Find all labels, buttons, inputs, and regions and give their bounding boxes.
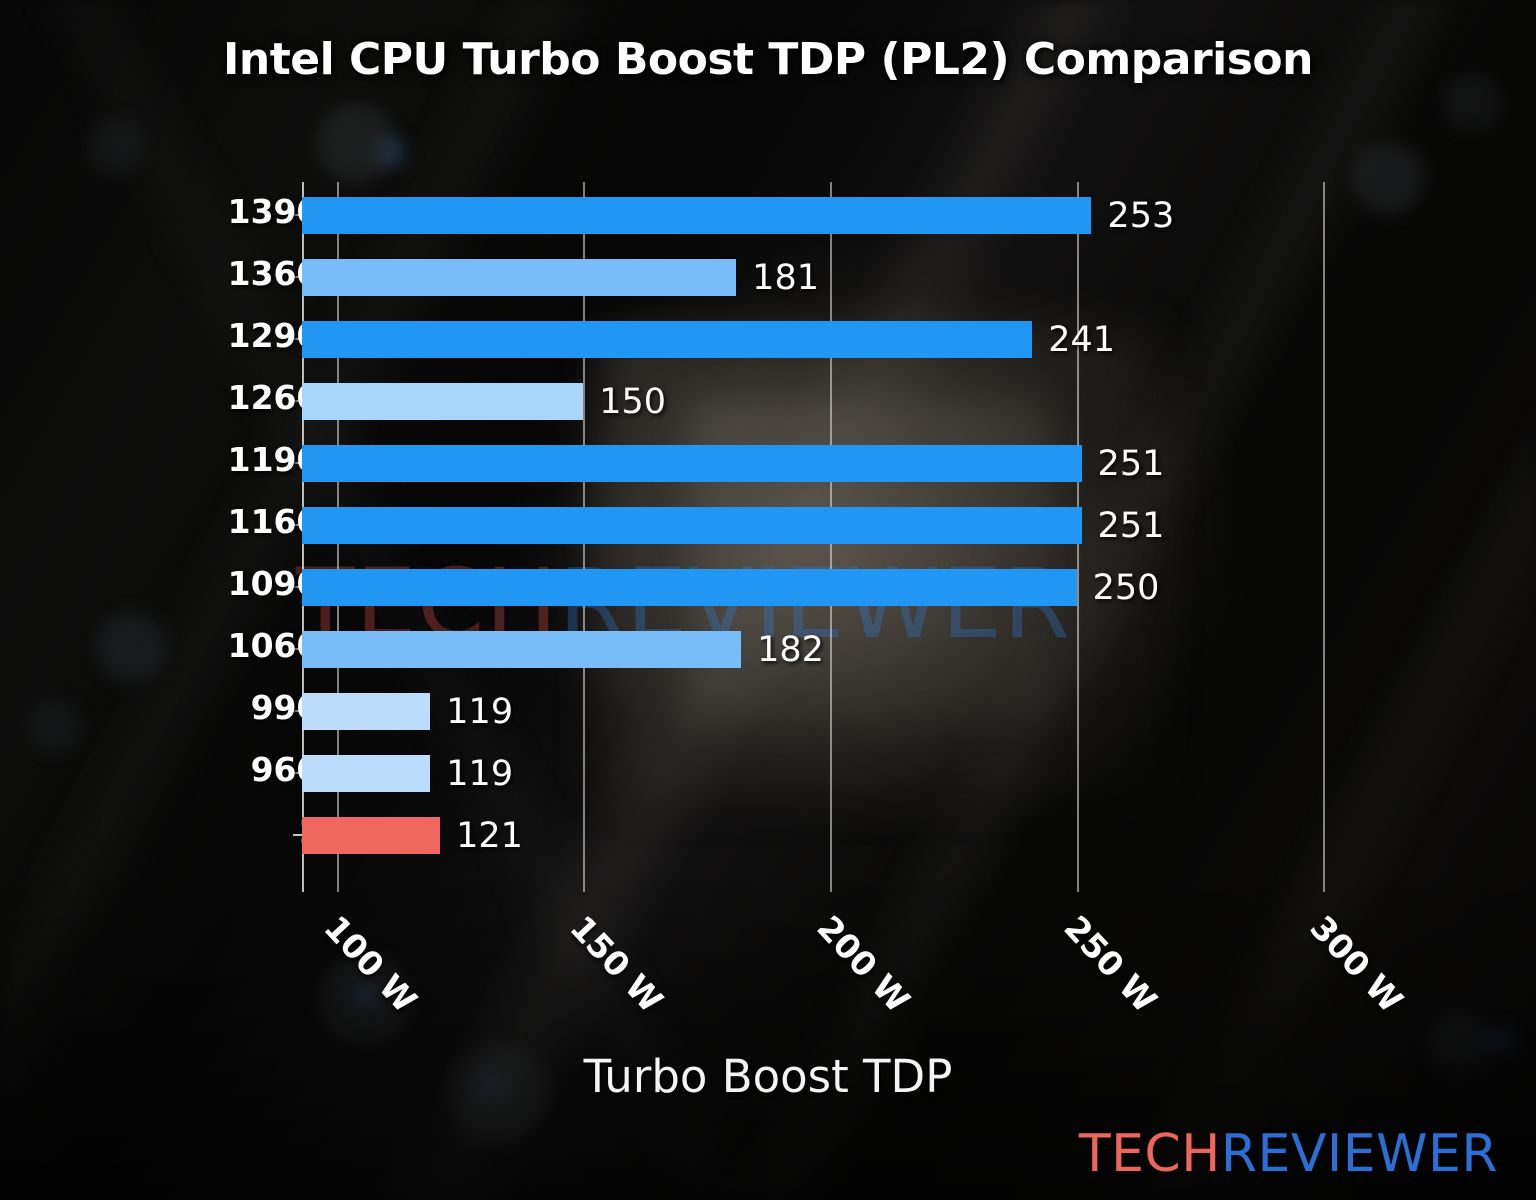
x-axis-tick-label: 300 W <box>1302 908 1411 1021</box>
bar <box>302 693 431 730</box>
y-axis-tickmark <box>293 400 302 402</box>
y-axis-tickmark <box>293 834 302 836</box>
x-axis-label: Turbo Boost TDP <box>583 1050 953 1103</box>
bar-value-label: 253 <box>1107 196 1175 236</box>
bar-value-label: 250 <box>1092 568 1160 608</box>
bokeh-light <box>88 118 144 174</box>
brand-logo: TECHREVIEWER <box>1079 1124 1498 1184</box>
y-axis-tickmark <box>293 710 302 712</box>
bar-row: 9900K119 <box>251 680 1502 742</box>
x-axis-tick-label: 250 W <box>1056 908 1165 1021</box>
y-axis-tickmark <box>293 214 302 216</box>
brand-logo-tech: TECH <box>1078 1124 1221 1184</box>
bar <box>302 507 1082 544</box>
y-axis-tickmark <box>293 648 302 650</box>
bar-row: 10600K 182 <box>228 618 1502 680</box>
brand-logo-reviewer: REVIEWER <box>1220 1124 1498 1184</box>
bar-value-label: 181 <box>752 258 819 298</box>
y-axis-tickmark <box>293 338 302 340</box>
bar <box>302 569 1077 606</box>
plot-area: 13900K 253 13600K 181 12900K 241 12600K 150 1190… <box>228 182 1422 892</box>
bar-row: 11900K 251 <box>228 432 1502 494</box>
y-axis-tickmark <box>293 524 302 526</box>
bar <box>302 445 1082 482</box>
bar-value-label: 251 <box>1097 444 1165 484</box>
bar <box>302 197 1092 234</box>
bar-value-label: 251 <box>1097 506 1165 546</box>
y-axis-tickmark <box>293 772 302 774</box>
bar-row: 13900K 253 <box>228 184 1502 246</box>
bar <box>302 631 742 668</box>
bar-row: 12600K 150 <box>228 370 1502 432</box>
bar <box>302 755 431 792</box>
page-title: Intel CPU Turbo Boost TDP (PL2) Comparis… <box>223 34 1313 85</box>
bar-value-label: 119 <box>446 754 514 794</box>
bokeh-accent <box>1490 1028 1514 1052</box>
bar-row: 12900K 241 <box>228 308 1502 370</box>
bar-row: 9600K119 <box>251 742 1502 804</box>
gridline <box>1323 182 1326 892</box>
y-axis-tickmark <box>293 276 302 278</box>
bar-row: 13600K 181 <box>228 246 1502 308</box>
y-axis-tickmark <box>293 586 302 588</box>
bar-row: 225121 <box>293 804 1502 866</box>
bar-value-label: 241 <box>1048 320 1116 360</box>
bar-row: 11600K 251 <box>228 494 1502 556</box>
bar-value-label: 150 <box>599 382 667 422</box>
x-axis-tick-label: 200 W <box>809 908 918 1021</box>
bar <box>302 259 737 296</box>
bar <box>302 321 1033 358</box>
bar-value-label: 119 <box>446 692 514 732</box>
bar-row: 10900K 250 <box>228 556 1502 618</box>
bar-value-label: 121 <box>456 816 523 856</box>
x-axis-tick-label: 150 W <box>562 908 671 1021</box>
bar <box>302 383 584 420</box>
bar <box>302 817 441 854</box>
bokeh-light <box>96 612 166 682</box>
bar-value-label: 182 <box>757 630 824 670</box>
bokeh-light <box>28 700 80 752</box>
y-axis-tickmark <box>293 462 302 464</box>
bokeh-accent <box>378 138 408 168</box>
